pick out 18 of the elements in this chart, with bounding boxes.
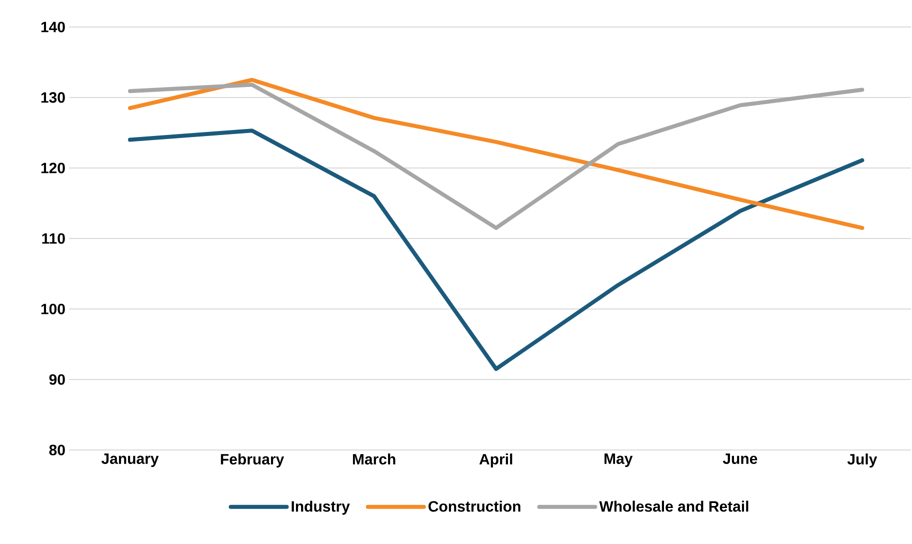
y-tick-label: 100 <box>41 304 65 314</box>
x-tick-label: May <box>604 454 633 467</box>
x-tick-label: February <box>220 454 284 468</box>
x-tick-label: April <box>479 454 512 468</box>
line-series <box>128 128 864 371</box>
x-tick-label: January <box>101 454 159 467</box>
x-tick-label: March <box>352 454 396 465</box>
legend-label: Industry <box>292 500 350 515</box>
y-tick-label: 110 <box>42 233 65 244</box>
y-tick-label: 90 <box>49 374 65 385</box>
x-tick-label: June <box>722 454 758 464</box>
y-tick-label: 80 <box>49 444 65 456</box>
legend-label: Construction <box>428 500 520 512</box>
y-tick-label: 130 <box>41 92 65 103</box>
legend-label: Wholesale and Retail <box>599 500 748 512</box>
y-tick-label: 120 <box>41 162 65 174</box>
y-tick-label: 140 <box>41 22 65 32</box>
x-tick-label: July <box>847 454 878 468</box>
